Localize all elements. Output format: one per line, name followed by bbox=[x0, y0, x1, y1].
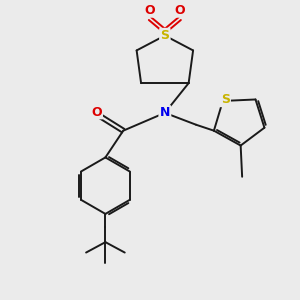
Text: S: S bbox=[160, 29, 169, 42]
Text: O: O bbox=[92, 106, 102, 119]
Text: O: O bbox=[174, 4, 185, 17]
Text: S: S bbox=[221, 93, 230, 106]
Text: N: N bbox=[160, 106, 170, 119]
Text: O: O bbox=[145, 4, 155, 17]
